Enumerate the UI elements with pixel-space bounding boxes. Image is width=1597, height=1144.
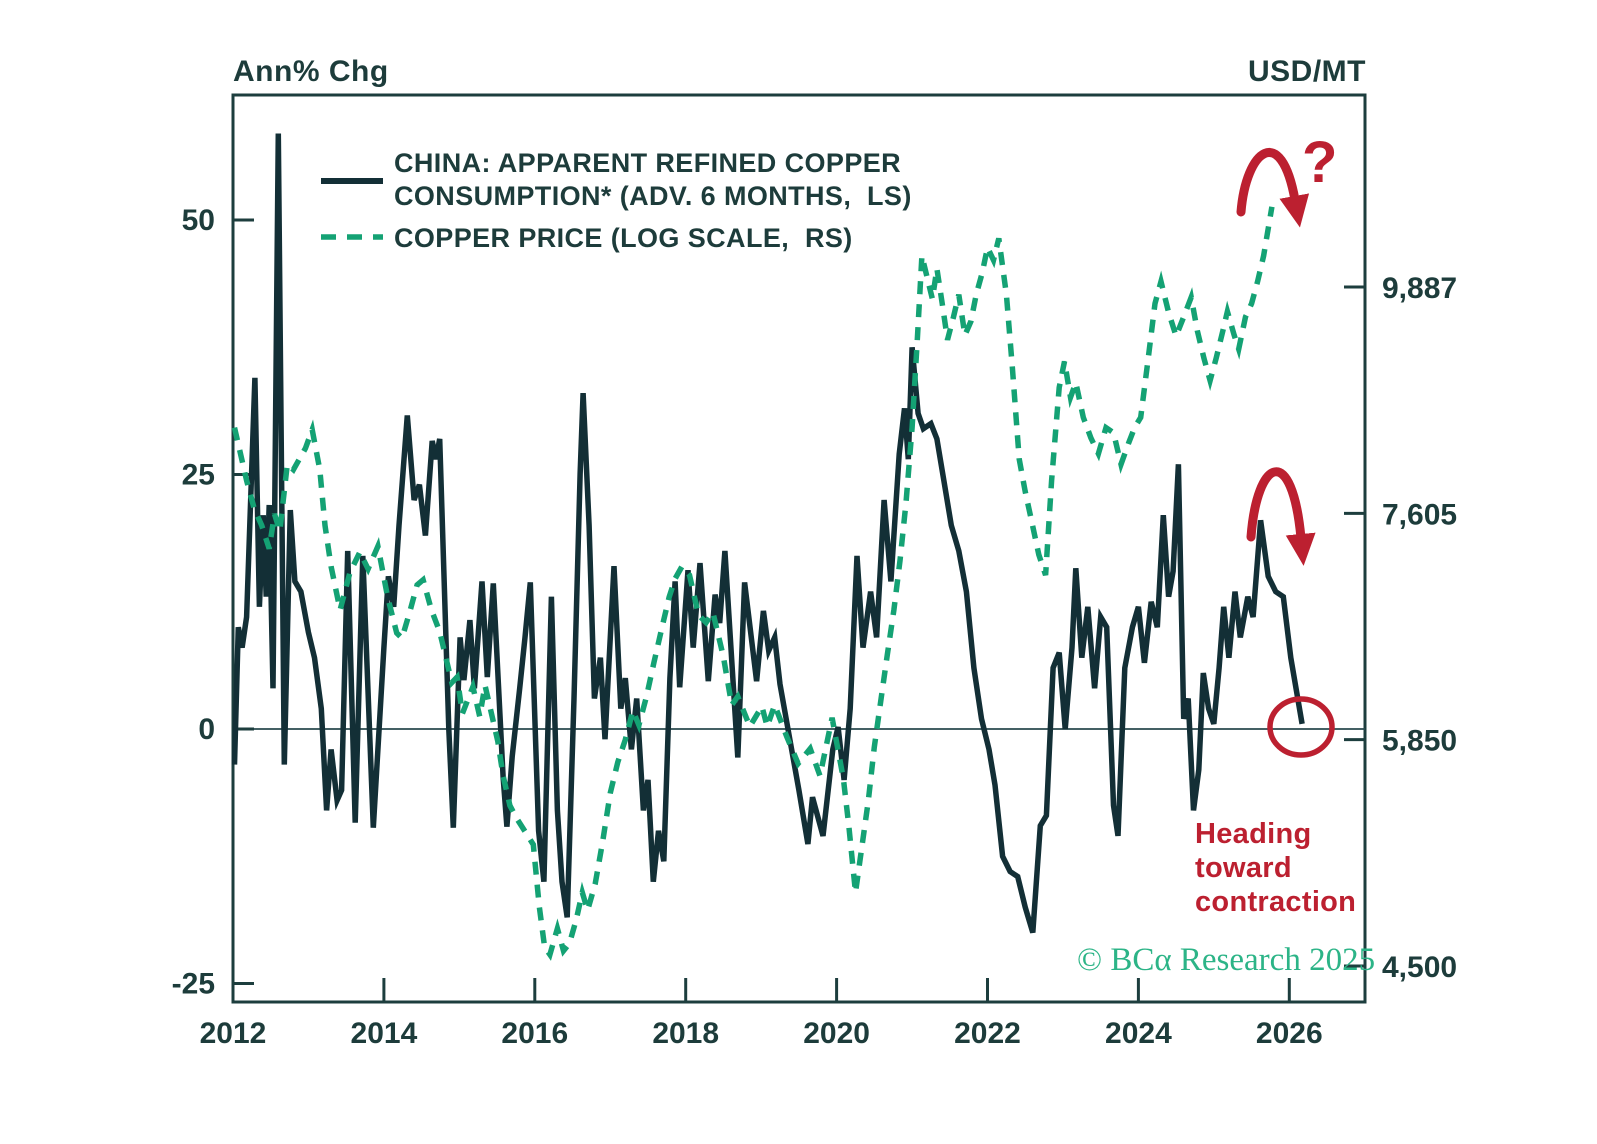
- consumption-line: [231, 133, 1305, 934]
- question-mark: ?: [1302, 130, 1337, 195]
- legend-series1-line2: CONSUMPTION* (ADV. 6 MONTHS, LS): [394, 181, 912, 211]
- left-tick-label: 0: [198, 713, 215, 746]
- annotations: ? Heading toward contraction: [1195, 130, 1356, 918]
- x-tick-label: 2012: [200, 1017, 267, 1050]
- x-tick-label: 2014: [351, 1017, 418, 1050]
- legend-series1-line1: CHINA: APPARENT REFINED COPPER: [394, 148, 901, 178]
- plot-frame: [231, 93, 1367, 1004]
- left-tick-label: 50: [182, 204, 215, 237]
- legend-series2-label: COPPER PRICE (LOG SCALE, RS): [394, 223, 853, 253]
- x-tick-label: 2022: [954, 1017, 1021, 1050]
- right-tick-label: 9,887: [1382, 272, 1457, 305]
- x-tick-label: 2018: [652, 1017, 719, 1050]
- x-axis-ticks: 2012 2014 2016 2018 2020 2022 2024 2026: [200, 978, 1323, 1050]
- left-axis-title: Ann% Chg: [233, 55, 389, 88]
- legend: CHINA: APPARENT REFINED COPPER CONSUMPTI…: [321, 148, 912, 253]
- right-tick-label: 5,850: [1382, 725, 1457, 758]
- right-axis-title: USD/MT: [1248, 55, 1366, 88]
- copper-price-line: [231, 206, 1275, 961]
- rollover-arrow-bottom-icon: [1246, 467, 1316, 566]
- x-tick-label: 2026: [1256, 1017, 1323, 1050]
- heading-annotation-line3: contraction: [1195, 886, 1356, 918]
- right-axis-ticks: 9,887 7,605 5,850 4,500: [1344, 272, 1457, 984]
- right-tick-label: 4,500: [1382, 951, 1457, 984]
- rollover-arrow-top-icon: [1236, 148, 1310, 228]
- left-tick-label: 25: [182, 459, 215, 492]
- x-tick-label: 2024: [1105, 1017, 1172, 1050]
- heading-annotation-line1: Heading: [1195, 818, 1312, 850]
- left-axis-ticks: 50 25 0 -25: [172, 204, 254, 1001]
- heading-annotation-line2: toward: [1195, 852, 1292, 884]
- x-tick-label: 2016: [501, 1017, 568, 1050]
- contraction-circle-icon: [1267, 696, 1335, 758]
- x-tick-label: 2020: [803, 1017, 870, 1050]
- left-tick-label: -25: [172, 968, 215, 1001]
- right-tick-label: 7,605: [1382, 498, 1457, 531]
- bca-research-copyright: © BCα Research 2025: [1077, 942, 1375, 978]
